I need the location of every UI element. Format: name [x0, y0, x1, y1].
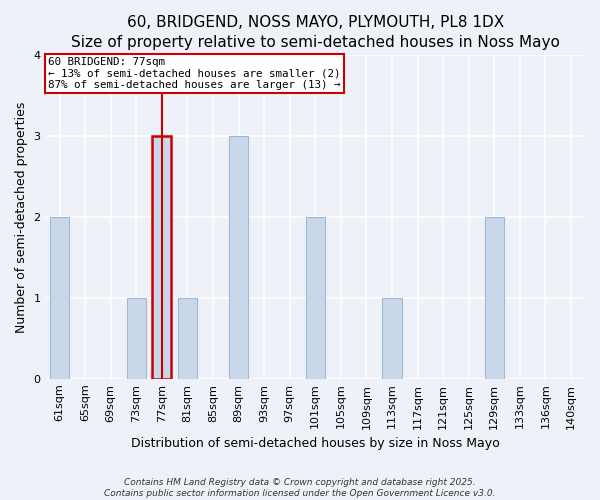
Bar	[152, 136, 172, 379]
Bar	[127, 298, 146, 379]
Text: Contains HM Land Registry data © Crown copyright and database right 2025.
Contai: Contains HM Land Registry data © Crown c…	[104, 478, 496, 498]
Text: 60 BRIDGEND: 77sqm
← 13% of semi-detached houses are smaller (2)
87% of semi-det: 60 BRIDGEND: 77sqm ← 13% of semi-detache…	[48, 57, 341, 90]
Title: 60, BRIDGEND, NOSS MAYO, PLYMOUTH, PL8 1DX
Size of property relative to semi-det: 60, BRIDGEND, NOSS MAYO, PLYMOUTH, PL8 1…	[71, 15, 560, 50]
X-axis label: Distribution of semi-detached houses by size in Noss Mayo: Distribution of semi-detached houses by …	[131, 437, 500, 450]
Bar	[152, 136, 172, 379]
Bar	[305, 217, 325, 379]
Bar	[485, 217, 504, 379]
Bar	[382, 298, 401, 379]
Bar	[229, 136, 248, 379]
Y-axis label: Number of semi-detached properties: Number of semi-detached properties	[15, 102, 28, 332]
Bar	[178, 298, 197, 379]
Bar	[50, 217, 69, 379]
